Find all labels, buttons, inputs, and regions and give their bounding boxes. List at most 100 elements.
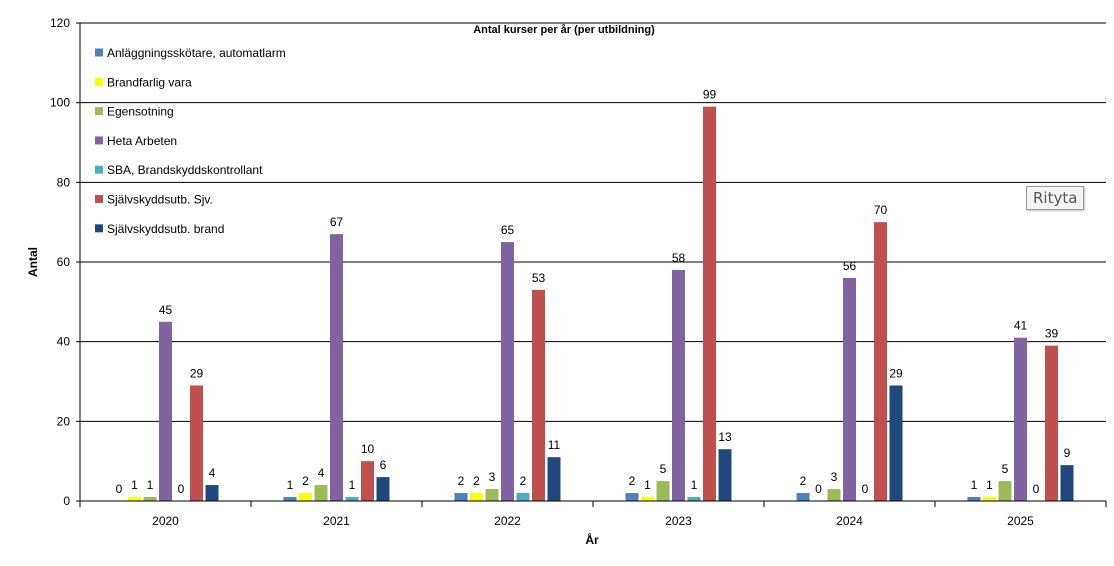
data-label: 0	[1033, 482, 1040, 496]
data-label: 1	[986, 478, 993, 492]
bar[interactable]	[1014, 337, 1027, 501]
legend-entry: Egensotning	[107, 105, 174, 119]
bar[interactable]	[516, 493, 530, 501]
plot-area-tooltip: Rityta	[1026, 186, 1085, 210]
data-label: 9	[1064, 446, 1071, 460]
data-label: 4	[318, 466, 325, 480]
data-label: 2	[800, 474, 807, 488]
bar[interactable]	[283, 497, 297, 501]
bar[interactable]	[889, 385, 903, 501]
legend-entry: SBA, Brandskyddskontrollant	[107, 163, 263, 177]
x-axis: 2020 2021 2022 2023 2024 2025	[79, 500, 1107, 528]
x-tick-label: 2024	[836, 514, 863, 528]
legend-swatch	[95, 165, 103, 174]
data-label: 2	[520, 474, 527, 488]
data-label: 56	[843, 259, 857, 273]
y-tick-label: 60	[57, 255, 71, 269]
data-label: 5	[660, 462, 667, 476]
bar[interactable]	[330, 234, 343, 501]
bar[interactable]	[376, 477, 390, 501]
data-label: 41	[1014, 319, 1028, 333]
data-label: 0	[116, 482, 123, 496]
x-tick-label: 2025	[1007, 514, 1034, 528]
bar[interactable]	[998, 481, 1012, 501]
bar[interactable]	[345, 497, 359, 501]
bar[interactable]	[314, 485, 328, 501]
x-axis-title: År	[585, 532, 599, 547]
data-label: 2	[629, 474, 636, 488]
bar[interactable]	[874, 222, 887, 501]
data-label: 13	[718, 430, 732, 444]
bar[interactable]	[454, 493, 468, 501]
bar[interactable]	[470, 493, 483, 501]
bar[interactable]	[687, 497, 701, 501]
bars	[128, 106, 1074, 502]
data-label: 1	[971, 478, 978, 492]
bar[interactable]	[625, 493, 639, 501]
data-label: 3	[831, 470, 838, 484]
bar[interactable]	[361, 461, 374, 501]
bar[interactable]	[205, 485, 219, 501]
bar[interactable]	[983, 497, 996, 501]
data-label: 29	[889, 366, 903, 380]
bar[interactable]	[641, 497, 654, 501]
legend-entry: Heta Arbeten	[107, 134, 177, 148]
data-label: 1	[349, 478, 356, 492]
data-label: 67	[330, 215, 344, 229]
data-label: 45	[159, 303, 173, 317]
bar[interactable]	[1045, 345, 1058, 501]
bar[interactable]	[532, 289, 545, 501]
bar[interactable]	[796, 493, 810, 501]
bar[interactable]	[967, 497, 981, 501]
gridlines	[80, 22, 1106, 422]
data-label: 10	[361, 442, 375, 456]
data-label: 39	[1045, 327, 1059, 341]
x-tick-label: 2022	[494, 514, 521, 528]
legend-entry: Självskyddsutb. Sjv.	[107, 193, 213, 207]
bar[interactable]	[485, 489, 499, 501]
data-label: 3	[489, 470, 496, 484]
data-label: 1	[644, 478, 651, 492]
data-label: 0	[178, 482, 185, 496]
x-tick-label: 2021	[323, 514, 350, 528]
data-label: 58	[672, 251, 686, 265]
y-axis-title: Antal	[26, 247, 40, 277]
legend-swatch	[95, 48, 103, 57]
legend-entry: Brandfarlig vara	[107, 75, 192, 89]
data-label: 6	[380, 458, 387, 472]
data-label: 1	[691, 478, 698, 492]
bar[interactable]	[159, 321, 172, 501]
legend-swatch	[95, 77, 103, 86]
data-label: 65	[501, 223, 515, 237]
legend-swatch	[95, 224, 103, 233]
data-label: 2	[302, 474, 309, 488]
legend: Anläggningsskötare, automatlarm Brandfarl…	[95, 46, 286, 236]
data-label: 1	[147, 478, 154, 492]
bar[interactable]	[827, 489, 841, 501]
bar[interactable]	[547, 457, 561, 501]
data-label: 1	[287, 478, 294, 492]
bar[interactable]	[128, 497, 141, 501]
data-label: 1	[131, 478, 138, 492]
legend-swatch	[95, 107, 103, 116]
data-label: 53	[532, 271, 546, 285]
bar[interactable]	[656, 481, 670, 501]
data-label: 11	[548, 438, 561, 452]
bar[interactable]	[190, 385, 203, 501]
bar[interactable]	[501, 242, 514, 502]
bar[interactable]	[672, 269, 685, 501]
bar[interactable]	[299, 493, 312, 501]
x-tick-label: 2023	[665, 514, 692, 528]
bar[interactable]	[718, 449, 732, 501]
bar[interactable]	[143, 497, 157, 501]
data-label: 99	[703, 88, 717, 102]
data-label: 2	[458, 474, 465, 488]
y-tick-label: 0	[63, 494, 70, 508]
data-label: 0	[862, 482, 869, 496]
bar[interactable]	[843, 277, 856, 501]
bar[interactable]	[1060, 465, 1074, 501]
data-label: 29	[190, 366, 204, 380]
bar[interactable]	[703, 106, 716, 502]
